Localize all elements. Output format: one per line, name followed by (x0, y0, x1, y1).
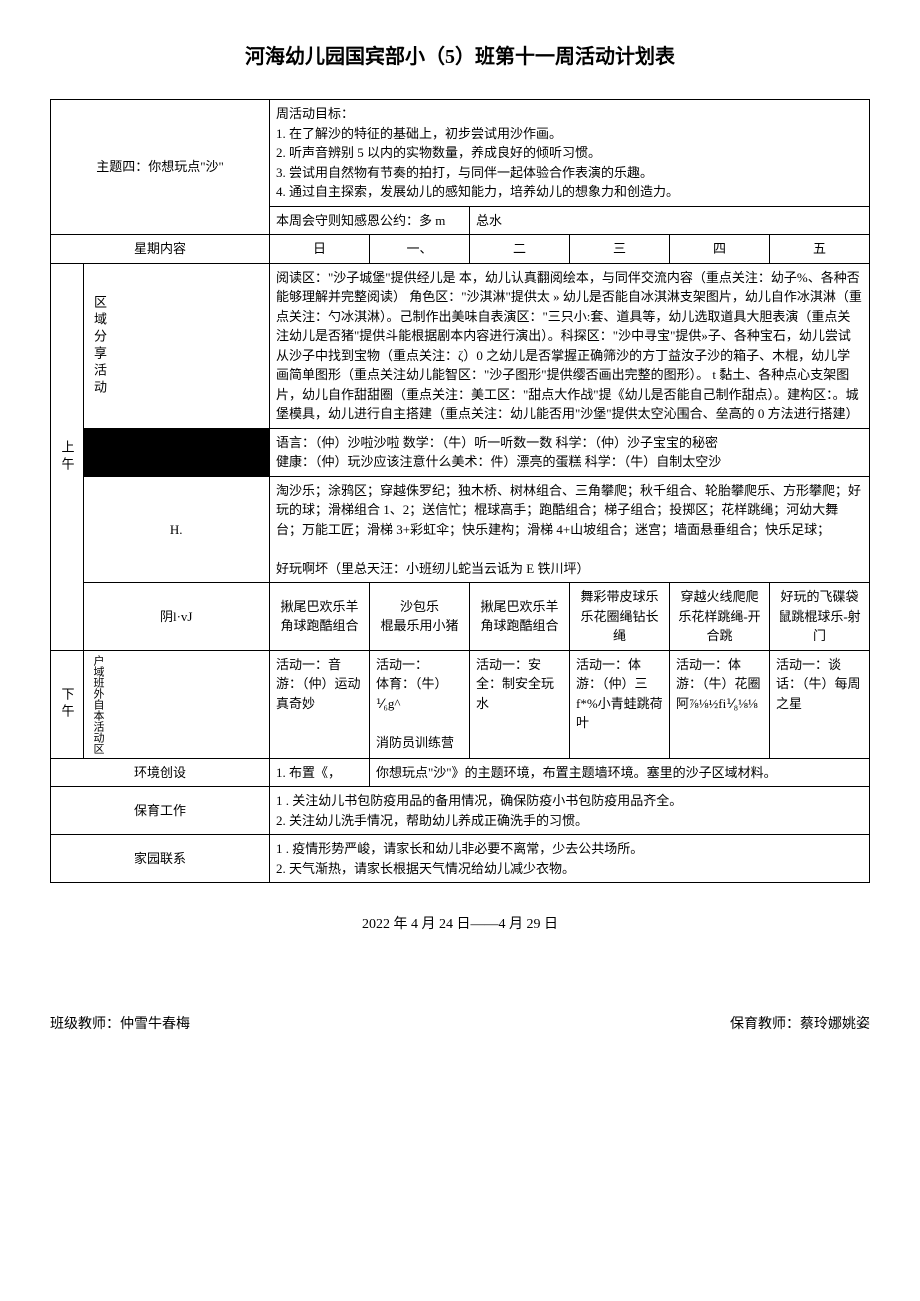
theme-label: 主题四：你想玩点"沙" (51, 100, 270, 235)
family-2: 2. 天气渐热，请家长根据天气情况给幼儿减少衣物。 (276, 859, 863, 879)
afternoon-label: 下午 (51, 650, 84, 758)
date-line: 2022 年 4 月 24 日——4 月 29 日 (50, 913, 870, 933)
day-4: 四 (670, 235, 770, 264)
footer: 班级教师：仲雪牛春梅 保育教师：蔡玲娜姚姿 (50, 1013, 870, 1033)
plan-table: 主题四：你想玩点"沙" 周活动目标： 1. 在了解沙的特征的基础上，初步尝试用沙… (50, 99, 870, 883)
pm-2: 活动一：安全：制安全玩水 (470, 650, 570, 758)
black-cell (83, 428, 270, 476)
day-0: 日 (270, 235, 370, 264)
area-text: 阅读区："沙子城堡"提供经儿是 本，幼儿认真翻阅绘本，与同伴交流内容（重点关注：… (270, 263, 870, 428)
lv-3: 舞彩带皮球乐乐花圈绳钻长绳 (570, 583, 670, 651)
goals-header: 周活动目标： (276, 104, 863, 124)
care-label: 保育工作 (51, 787, 270, 835)
family-1: 1 . 疫情形势严峻，请家长和幼儿非必要不离常，少去公共场所。 (276, 839, 863, 859)
goal-4: 4. 通过自主探索，发展幼儿的感知能力，培养幼儿的想象力和创造力。 (276, 182, 863, 202)
lv-5: 好玩的飞碟袋鼠跳棍球乐-射门 (770, 583, 870, 651)
lv-2: 揪尾巴欢乐羊角球跑酷组合 (470, 583, 570, 651)
goal-2: 2. 听声音辨别 5 以内的实物数量，养成良好的倾听习惯。 (276, 143, 863, 163)
env-c1: 1. 布置《， (270, 758, 370, 787)
care-2: 2. 关注幼儿洗手情况，帮助幼儿养成正确洗手的习惯。 (276, 811, 863, 831)
morning-label: 上午 (51, 263, 84, 650)
page-title: 河海幼儿园国宾部小（5）班第十一周活动计划表 (50, 40, 870, 69)
area-label: 区域分享活动 (83, 263, 270, 428)
teacher-right: 保育教师：蔡玲娜姚姿 (730, 1013, 870, 1033)
day-5: 五 (770, 235, 870, 264)
care-items: 1 . 关注幼儿书包防疫用品的备用情况，确保防疫小书包防疫用品齐全。 2. 关注… (270, 787, 870, 835)
lv-label: 阴l·vJ (83, 583, 270, 651)
family-items: 1 . 疫情形势严峻，请家长和幼儿非必要不离常，少去公共场所。 2. 天气渐热，… (270, 835, 870, 883)
subjects: 语言：（仲）沙啦沙啦 数学：（牛）听一听数一数 科学：（仲）沙子宝宝的秘密 健康… (270, 428, 870, 476)
goal-3: 3. 尝试用自然物有节奏的拍打，与同伴一起体验合作表演的乐趣。 (276, 163, 863, 183)
goals-cell: 周活动目标： 1. 在了解沙的特征的基础上，初步尝试用沙作画。 2. 听声音辨别… (270, 100, 870, 207)
weekday-header: 星期内容 (51, 235, 270, 264)
day-1: 一、 (370, 235, 470, 264)
family-label: 家园联系 (51, 835, 270, 883)
pm-0: 活动一：音游：（仲）运动真奇妙 (270, 650, 370, 758)
teacher-left: 班级教师：仲雪牛春梅 (50, 1013, 190, 1033)
lv-4: 穿越火线爬爬乐花样跳绳-开合跳 (670, 583, 770, 651)
pm-3: 活动一：体游：（仲）三 f*%小青蛙跳荷叶 (570, 650, 670, 758)
env-label: 环境创设 (51, 758, 270, 787)
day-2: 二 (470, 235, 570, 264)
afternoon-side: 户域班外自本活动区 (83, 650, 270, 758)
outdoor-h-label: H. (83, 476, 270, 583)
pm-4: 活动一：体游：（牛）花圈阿⅞⅛½fi⅟₈⅛⅛ (670, 650, 770, 758)
lv-0: 揪尾巴欢乐羊角球跑酷组合 (270, 583, 370, 651)
env-c2: 你想玩点"沙"》的主题环境，布置主题墙环境。塞里的沙子区域材料。 (370, 758, 870, 787)
day-3: 三 (570, 235, 670, 264)
pm-1: 活动一： 体育：（牛）⅟₆g^ 消防员训练营 (370, 650, 470, 758)
lv-1: 沙包乐 棍最乐用小猪 (370, 583, 470, 651)
goal-1: 1. 在了解沙的特征的基础上，初步尝试用沙作画。 (276, 124, 863, 144)
rule-right: 总水 (470, 206, 870, 235)
care-1: 1 . 关注幼儿书包防疫用品的备用情况，确保防疫小书包防疫用品齐全。 (276, 791, 863, 811)
outdoor-text: 淘沙乐；涂鸦区；穿越侏罗纪；独木桥、树林组合、三角攀爬；秋千组合、轮胎攀爬乐、方… (270, 476, 870, 583)
rule-left: 本周会守则知感恩公约：多 m (270, 206, 470, 235)
pm-5: 活动一：谈话：（牛）每周之星 (770, 650, 870, 758)
